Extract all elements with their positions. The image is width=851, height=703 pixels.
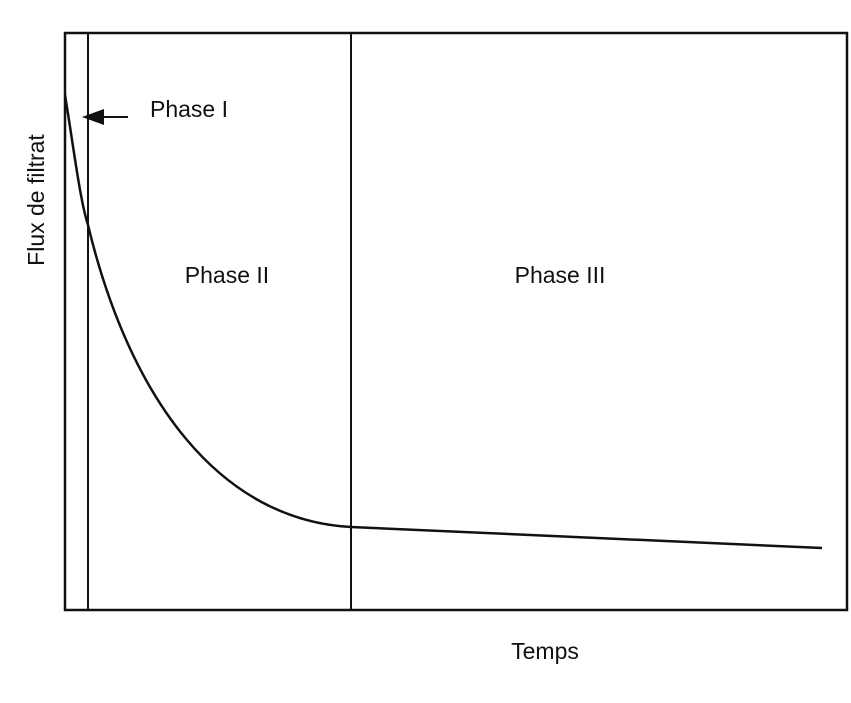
x-axis-label: Temps <box>511 638 579 664</box>
phase-label: Phase III <box>515 262 606 288</box>
flux-curve <box>63 94 823 550</box>
y-axis-label: Flux de filtrat <box>23 134 49 266</box>
arrow-head <box>82 109 104 125</box>
phase-label: Phase I <box>150 96 228 122</box>
frame <box>63 31 849 612</box>
phase-label: Phase II <box>185 262 269 288</box>
